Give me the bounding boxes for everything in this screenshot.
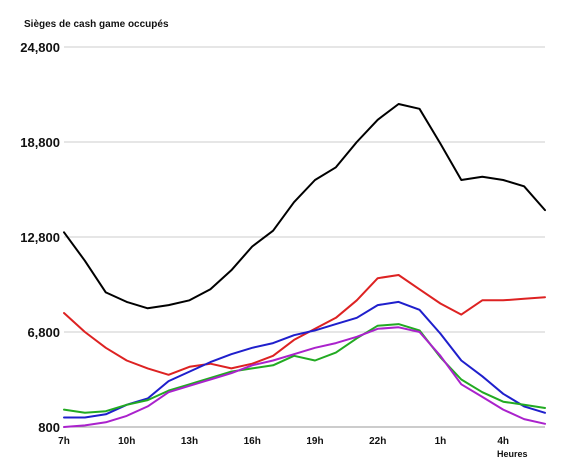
x-tick-label: 10h bbox=[118, 436, 135, 447]
series-line-5 bbox=[63, 326, 546, 428]
tick-labels: 800 6,800 12,800 18,800 24,800 7h 10h 13h 16h 19h… bbox=[20, 40, 509, 447]
x-tick-label: 4h bbox=[497, 436, 509, 447]
x-axis-unit-label: Heures bbox=[497, 449, 528, 459]
x-tick-label: 13h bbox=[181, 436, 198, 447]
grid bbox=[64, 46, 545, 428]
series-line-3 bbox=[63, 300, 546, 419]
y-tick-label: 18,800 bbox=[20, 135, 60, 150]
x-tick-label: 16h bbox=[244, 436, 261, 447]
x-tick-label: 22h bbox=[369, 436, 386, 447]
series-line-2 bbox=[63, 274, 546, 376]
x-tick-label: 19h bbox=[306, 436, 323, 447]
series-line-4 bbox=[63, 323, 546, 414]
series-lines bbox=[63, 103, 546, 428]
x-tick-label: 7h bbox=[58, 436, 70, 447]
y-tick-label: 12,800 bbox=[20, 230, 60, 245]
x-tick-label: 1h bbox=[435, 436, 447, 447]
y-tick-label: 800 bbox=[38, 420, 60, 435]
series-line-1 bbox=[63, 103, 546, 310]
y-axis-label: Sièges de cash game occupés bbox=[24, 19, 169, 30]
y-tick-label: 6,800 bbox=[27, 325, 60, 340]
y-tick-label: 24,800 bbox=[20, 40, 60, 55]
